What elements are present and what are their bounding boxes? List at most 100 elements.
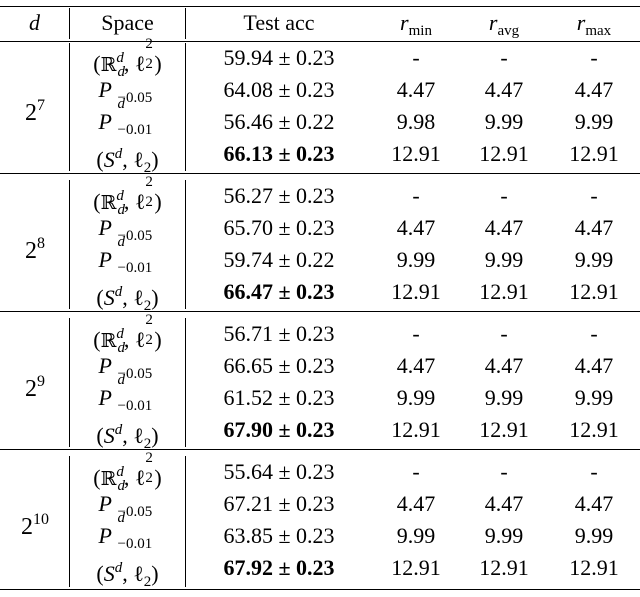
group-3-row-3-test-acc: 61.52 ± 0.23	[223, 385, 335, 410]
norm-square: 2	[145, 312, 153, 328]
group-3-row-3-rmin: 9.99	[396, 385, 436, 410]
sphere-exponent: d	[114, 560, 123, 576]
group-3-row-1-ravg: -	[500, 321, 508, 346]
group-3-row-4-space: (Sd, ℓ2)	[70, 415, 185, 452]
group-1-row-3-ravg: 9.99	[484, 109, 524, 134]
sphere-symbol: S	[103, 423, 115, 448]
header-test-acc: Test acc	[243, 10, 315, 35]
norm-subscript: 2	[145, 332, 153, 348]
p-letter: P	[98, 247, 112, 272]
header-vbar-1	[69, 8, 70, 39]
group-2-row-1-space: (ℝd, ℓ 2 2)	[70, 175, 185, 215]
reals-symbol: ℝ	[100, 192, 117, 214]
group-2-row-2-rmin: 4.47	[396, 215, 436, 240]
group-3-row-3-rmax: 9.99	[574, 385, 614, 410]
norm-subscript: 2	[143, 298, 152, 314]
norm-square: 2	[145, 450, 153, 466]
group-4-row-4-ravg: 12.91	[479, 555, 529, 580]
group-2-row-4-rmin: 12.91	[391, 279, 441, 304]
group-1-row-2-ravg: 4.47	[484, 77, 524, 102]
group-3-row-1-test-acc: 56.71 ± 0.23	[223, 321, 335, 346]
p-letter: P	[98, 523, 112, 548]
reals-exponent: d	[116, 188, 124, 204]
norm-square: 2	[145, 174, 153, 190]
header-r-avg: ravg	[460, 8, 548, 39]
group-2-row-4-rmax: 12.91	[569, 279, 619, 304]
group-3-row-4-rmax: 12.91	[569, 417, 619, 442]
group-rule-1	[0, 173, 640, 174]
group-2-row-1-rmax: -	[590, 183, 598, 208]
paren-open: (	[96, 285, 104, 310]
group-1-vbar-2	[185, 43, 186, 171]
p-letter: P	[98, 385, 112, 410]
group-4-row-2-rmax: 4.47	[574, 491, 614, 516]
group-3-row-4-test-acc: 67.90 ± 0.23	[223, 417, 335, 442]
reals-symbol: ℝ	[100, 54, 117, 76]
group-1-row-3-rmax: 9.99	[574, 109, 614, 134]
paren-open: (	[93, 189, 101, 214]
group-3-dimension: 29	[0, 367, 70, 402]
group-3-row-2-rmin: 4.47	[396, 353, 436, 378]
sphere-exponent: d	[114, 284, 123, 300]
group-3-row-3-ravg: 9.99	[484, 385, 524, 410]
group-2-vbar-1	[69, 180, 70, 309]
norm-subscript: 2	[143, 436, 152, 452]
paren-open: (	[96, 147, 104, 172]
group-1-row-1-ravg: -	[500, 45, 508, 70]
group-1-row-1-rmin: -	[412, 45, 420, 70]
p-exponent: d	[117, 234, 126, 250]
group-4-row-4-rmin: 12.91	[391, 555, 441, 580]
reals-symbol: ℝ	[100, 468, 117, 490]
group-4-row-4-test-acc: 67.92 ± 0.23	[223, 555, 335, 580]
p-subscript: −0.05	[117, 504, 153, 520]
group-2-row-2-ravg: 4.47	[484, 215, 524, 240]
norm-subscript: 2	[143, 574, 152, 590]
dimension-exponent: 9	[37, 373, 45, 390]
reals-exponent: d	[116, 326, 124, 342]
group-1-row-2-rmin: 4.47	[396, 77, 436, 102]
group-4-row-4-space: (Sd, ℓ2)	[70, 553, 185, 590]
group-3-row-1-rmin: -	[412, 321, 420, 346]
group-4-row-4-rmax: 12.91	[569, 555, 619, 580]
group-1-row-3-rmin: 9.98	[396, 109, 436, 134]
sphere-symbol: S	[103, 147, 115, 172]
group-4-row-3-ravg: 9.99	[484, 523, 524, 548]
group-3-row-2-test-acc: 66.65 ± 0.23	[223, 353, 335, 378]
p-exponent: d	[117, 202, 126, 218]
norm-separator: , ℓ	[123, 327, 146, 352]
norm-subscript: 2	[145, 470, 153, 486]
p-exponent: d	[117, 96, 126, 112]
p-letter: P	[98, 491, 112, 516]
table-bottom-rule	[0, 589, 640, 590]
group-1-row-4-ravg: 12.91	[479, 141, 529, 166]
group-4-row-2-test-acc: 67.21 ± 0.23	[223, 491, 335, 516]
p-exponent: d	[117, 510, 126, 526]
group-3-vbar-1	[69, 318, 70, 447]
group-3-row-2-rmax: 4.47	[574, 353, 614, 378]
norm-subscript: 2	[145, 194, 153, 210]
group-4-vbar-1	[69, 456, 70, 587]
group-4-row-1-test-acc: 55.64 ± 0.23	[223, 459, 335, 484]
paren-open: (	[93, 51, 101, 76]
group-1-row-1-rmax: -	[590, 45, 598, 70]
group-4-row-1-rmax: -	[590, 459, 598, 484]
norm-separator: , ℓ	[123, 51, 146, 76]
group-1-row-1-space: (ℝd, ℓ 2 2)	[70, 37, 185, 77]
header-r-max-symbol: r	[576, 10, 586, 35]
group-2-row-3-test-acc: 59.74 ± 0.22	[223, 247, 335, 272]
p-letter: P	[98, 215, 112, 240]
p-subscript: −0.05	[117, 228, 153, 244]
